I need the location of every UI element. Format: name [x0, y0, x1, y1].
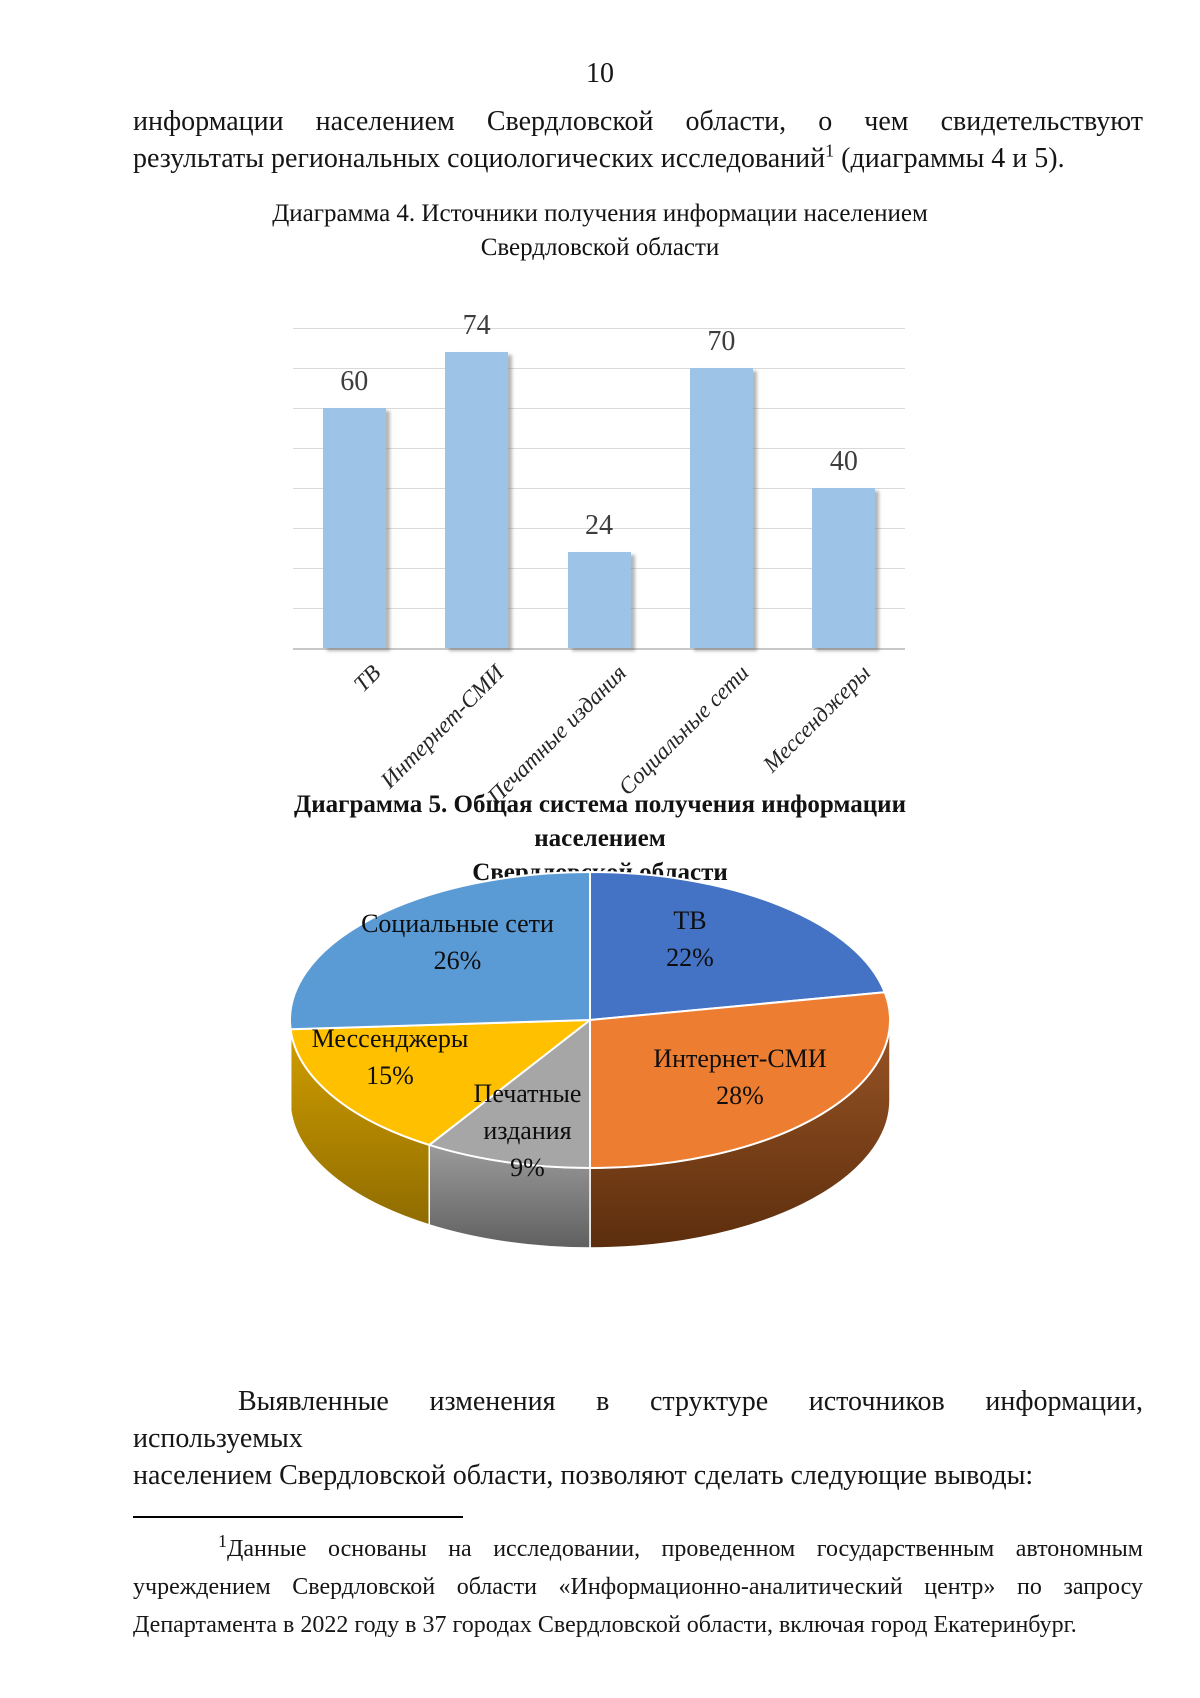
pie-slice-percent: 9% — [510, 1153, 545, 1182]
paragraph-line: населением Свердловской области, позволя… — [133, 1460, 1034, 1491]
bar — [445, 352, 509, 648]
bar-chart: 60 ТВ 74 Интернет-СМИ 24 Печатные издания 70 Со… — [293, 310, 905, 809]
bar-chart-title-line2: Свердловской области — [480, 234, 720, 261]
paragraph-text: результаты региональных социологических … — [133, 143, 826, 174]
bar-chart-title: Диаграмма 4. Источники получения информа… — [240, 197, 960, 265]
bar-category-slot: 24 Печатные издания — [482, 328, 660, 809]
pie-chart-title: Диаграмма 5. Общая система получения инф… — [240, 788, 960, 890]
pie-slice-name: Печатные издания — [473, 1079, 582, 1145]
pie-chart-graphic — [289, 871, 892, 1249]
pie-slice — [289, 1019, 591, 1146]
pie-slice — [428, 1019, 591, 1169]
bar-value-label: 60 — [340, 366, 369, 397]
footnote-line: 1Данные основаны на исследовании, провед… — [133, 1530, 1143, 1568]
pie-slice-name: Мессенджеры — [311, 1024, 469, 1053]
bar-category-slot: 74 Интернет-СМИ — [375, 310, 537, 793]
pie-slice-label: ТВ 22% — [620, 902, 760, 976]
page-number: 10 — [586, 58, 614, 89]
pie-slice-percent: 15% — [366, 1061, 414, 1090]
footnote-line: Департамента в 2022 году в 37 городах Св… — [133, 1612, 1077, 1638]
pie-slice-label: Интернет-СМИ 28% — [595, 1040, 885, 1114]
footnote-line: учреждением Свердловской области «Информ… — [133, 1574, 1143, 1600]
body-paragraph-top: информации населением Свердловской облас… — [133, 103, 1143, 177]
pie-slice-label: Социальные сети 26% — [310, 905, 605, 979]
pie-slice-name: Социальные сети — [361, 909, 554, 938]
bar — [689, 368, 753, 648]
pie-chart-title-line1: Диаграмма 5. Общая система получения инф… — [294, 791, 906, 852]
paragraph-text: (диаграммы 4 и 5). — [834, 143, 1065, 174]
paragraph-line: информации населением Свердловской облас… — [133, 106, 1143, 137]
bar-value-label: 40 — [829, 446, 858, 477]
footnote: 1Данные основаны на исследовании, провед… — [133, 1530, 1143, 1644]
bar-category-label: Мессенджеры — [758, 660, 876, 778]
pie-slice-name: Интернет-СМИ — [653, 1044, 827, 1073]
bar-value-label: 70 — [707, 326, 736, 357]
footnote-separator-rule — [133, 1516, 463, 1518]
paragraph-line: результаты региональных социологических … — [133, 140, 1143, 177]
bar — [812, 488, 876, 648]
footnote-number: 1 — [218, 1531, 227, 1551]
bar-category-slot: 40 Мессенджеры — [758, 328, 905, 777]
bar-category-label: Социальные сети — [613, 660, 754, 800]
pie-slice-percent: 28% — [716, 1081, 764, 1110]
pie-chart: ТВ 22% Интернет-СМИ 28% Печатные издания 9% Ме… — [260, 850, 920, 1300]
bar-category-slot: 70 Социальные сети — [613, 326, 782, 800]
pie-slice-percent: 22% — [666, 943, 714, 972]
footnote-reference-mark: 1 — [825, 140, 835, 161]
bar-category-slot: 60 ТВ — [293, 328, 415, 697]
pie-slice-label: Печатные издания 9% — [445, 1075, 610, 1186]
pie-slice — [289, 871, 591, 1031]
paragraph-line: Выявленные изменения в структуре источни… — [133, 1386, 1143, 1454]
pie-slice-label: Мессенджеры 15% — [270, 1020, 510, 1094]
bar — [567, 552, 631, 648]
bar-chart-title-line1: Диаграмма 4. Источники получения информа… — [272, 200, 928, 227]
bar-value-label: 24 — [585, 510, 614, 541]
bar-value-label: 74 — [462, 310, 491, 341]
pie-slice — [589, 991, 892, 1169]
body-paragraph-bottom: Выявленные изменения в структуре источни… — [133, 1383, 1143, 1494]
bar-category-label: Интернет-СМИ — [375, 660, 509, 793]
pie-slice-percent: 26% — [433, 946, 482, 975]
footnote-text: Данные основаны на исследовании, проведе… — [227, 1536, 1143, 1562]
bar-category-label: ТВ — [349, 660, 386, 697]
pie-slice — [589, 871, 886, 1021]
pie-slice-name: ТВ — [673, 906, 707, 935]
bar — [322, 408, 386, 648]
